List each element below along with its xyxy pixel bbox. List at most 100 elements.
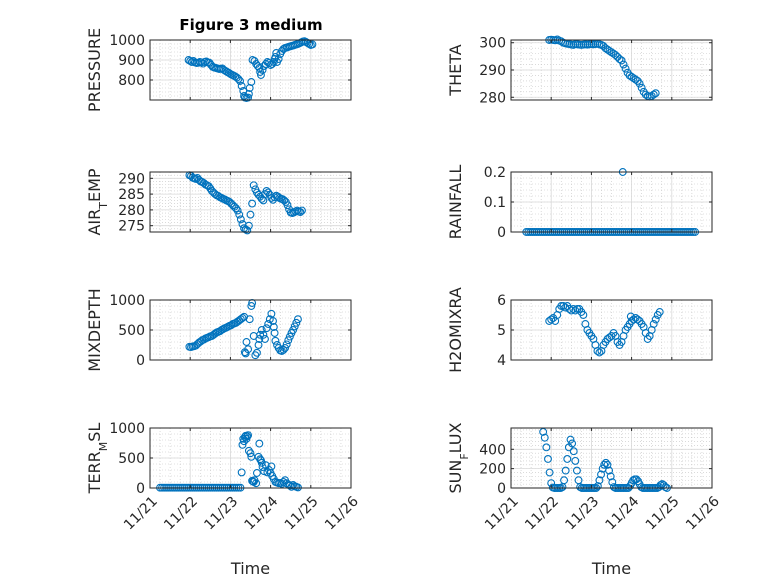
data-point [545,468,554,477]
data-point [261,335,269,343]
data-point [249,181,258,190]
data-point [246,449,255,458]
y-tick-label: 0.1 [484,195,506,211]
data-point [601,44,610,53]
y-tick-label: 0.2 [484,165,506,181]
y-tick-label: 1000 [109,293,145,309]
data-point [561,466,570,475]
data-point [255,335,264,343]
subplot-mixdepth: 0 500 1000 MIXDEPTH [85,288,352,372]
y-tick-label: 290 [479,63,506,79]
data-point [651,89,660,98]
data-point [259,330,268,339]
subplot-theta: 280 290 300 THETA [446,35,713,106]
data-point [593,482,602,491]
data-point [191,174,200,183]
data-point [600,460,609,469]
data-point [563,455,572,463]
data-point [252,348,261,357]
data-point [236,77,244,85]
y-tick-label: 5 [497,323,506,339]
y-tick-label: 1000 [109,421,145,437]
data-point [595,348,604,357]
data-point [560,476,569,485]
data-point [649,90,658,99]
data-point [270,329,279,337]
data-point [296,208,305,217]
data-point [265,59,273,67]
data-point [308,40,317,49]
data-point [579,311,588,319]
y-axis-label: RAINFALL [446,165,465,240]
data-point [244,345,253,354]
data-point [547,315,556,324]
data-point [285,332,294,341]
data-point [269,323,278,331]
data-point [561,303,570,312]
y-tick-label: 800 [118,73,145,89]
data-point [255,439,264,448]
data-point [245,315,254,324]
data-point [293,315,302,324]
data-point [256,330,265,339]
data-point [605,466,614,475]
data-point [661,483,670,491]
y-tick-label: 0 [136,353,145,369]
data-point [292,318,301,327]
y-tick-label: 200 [479,462,506,478]
data-point [571,456,580,465]
data-point [637,83,646,92]
data-point [542,443,551,452]
data-point [629,74,638,83]
axes-box [149,171,352,233]
data-point [284,336,293,345]
data-point [252,469,261,477]
y-tick-label: 400 [479,442,506,458]
y-tick-label: 275 [118,219,145,235]
data-point [544,455,552,463]
data-point [569,305,578,313]
data-point [293,483,302,492]
y-axis-label: MIXDEPTH [85,288,104,371]
data-point [290,322,299,331]
data-point [629,476,638,485]
data-point [243,432,252,441]
data-point [606,472,615,481]
data-point [607,48,616,57]
data-point [262,324,271,333]
data-point [268,60,277,68]
y-tick-label: 300 [479,36,506,52]
data-point [256,68,265,76]
subplot-rainfall: 0 0.1 0.2 RAINFALL [446,165,713,241]
data-point [593,347,602,355]
data-point [649,320,658,328]
y-tick-label: 4 [497,353,506,369]
data-point [572,466,581,475]
data-point [247,78,256,86]
data-point [603,45,612,54]
data-point [631,75,640,84]
data-point [615,55,624,64]
data-point [232,204,240,213]
data-point [274,55,283,63]
figure-title: Figure 3 medium [179,16,322,34]
y-axis-label: PRESSURE [85,28,104,112]
data-point [244,221,253,230]
data-point [234,75,243,83]
y-tick-label: 900 [118,53,145,69]
y-tick-label: 1000 [109,33,145,49]
data-point [601,458,610,467]
data-point [267,309,276,318]
data-point [244,90,253,98]
y-tick-label: 280 [118,203,145,219]
data-point [282,340,291,349]
y-axis-label: TERRMSL [85,423,110,495]
data-point [566,435,575,444]
data-point [241,349,250,358]
data-point [655,308,664,316]
data-point [257,458,266,467]
data-point [305,40,314,48]
data-point [540,433,549,442]
data-point [243,226,252,235]
